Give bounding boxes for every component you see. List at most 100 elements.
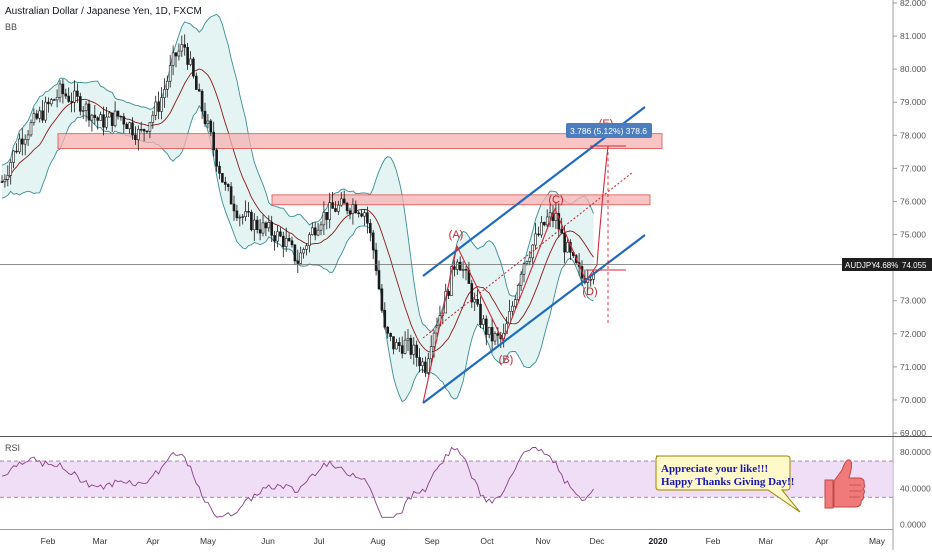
wave-label: (B) <box>499 354 514 366</box>
candle-body <box>339 198 343 206</box>
candle-body <box>383 309 387 328</box>
candle-body <box>513 299 517 307</box>
candle-body <box>455 261 459 270</box>
price-axis-label: 71.000 <box>900 362 926 372</box>
candle-body <box>482 318 485 325</box>
time-axis-label: Feb <box>706 536 721 546</box>
callout-note: Appreciate your like!!! Happy Thanks Giv… <box>655 455 801 513</box>
candle-body <box>316 229 320 236</box>
candle-body <box>432 332 436 347</box>
candle-body <box>299 252 303 264</box>
candle-body <box>374 249 378 271</box>
price-axis[interactable]: 82.000 81.000 80.000 79.000 78.000 77.000 76.0… <box>893 0 926 438</box>
candle-body <box>163 89 166 98</box>
candle-body <box>90 114 94 121</box>
candle-body <box>15 150 18 153</box>
candle-body <box>44 101 47 121</box>
candle-body <box>128 122 131 130</box>
rsi-line <box>1 446 594 518</box>
candle-body <box>363 212 366 217</box>
indicator-label-bb: BB <box>5 22 17 32</box>
candle-body <box>267 222 271 229</box>
time-axis[interactable]: Feb Mar Apr May Jun Jul Aug Sep Oct Nov Dec 2020 Feb… <box>41 536 886 546</box>
candle-body <box>58 83 62 98</box>
candle-body <box>403 339 407 354</box>
candle-body <box>319 224 323 231</box>
candle-body <box>545 216 549 226</box>
time-axis-label: Jul <box>314 536 325 546</box>
candle-body <box>186 47 189 65</box>
candle-body <box>371 232 375 251</box>
candle-body <box>229 186 233 205</box>
candle-body <box>197 89 201 92</box>
price-axis-label: 81.000 <box>900 31 926 41</box>
candle-body <box>6 175 10 180</box>
candle-body <box>238 216 242 219</box>
candle-body <box>3 179 7 183</box>
callout-line2: Happy Thanks Giving Day!! <box>661 476 794 488</box>
candle-body <box>540 222 543 236</box>
time-axis-label: Dec <box>589 536 605 546</box>
candle-body <box>418 357 421 367</box>
candle-body <box>490 327 494 342</box>
price-label: AUDJPY -4.68% 74.055 <box>842 258 932 271</box>
candle-body <box>476 299 479 305</box>
wave-label: (D) <box>582 286 597 298</box>
candle-body <box>470 283 474 303</box>
candlesticks <box>0 34 595 377</box>
candle-body <box>55 96 59 101</box>
time-axis-label: Aug <box>370 536 385 546</box>
candle-body <box>183 44 186 48</box>
candle-body <box>9 162 12 176</box>
candle-body <box>560 228 564 234</box>
candle-body <box>563 232 566 253</box>
channel-mid-line <box>422 171 634 339</box>
candle-body <box>511 305 514 312</box>
candle-body <box>76 90 79 97</box>
candle-body <box>96 117 99 121</box>
candle-body <box>496 333 500 336</box>
candle-body <box>209 120 213 133</box>
candle-body <box>331 202 334 209</box>
candle-body <box>35 113 39 119</box>
candle-body <box>177 50 181 57</box>
candle-body <box>322 212 326 226</box>
candle-body <box>18 138 21 153</box>
candle-body <box>23 139 27 145</box>
candle-body <box>290 240 294 246</box>
candle-body <box>12 150 15 163</box>
candle-body <box>206 120 210 124</box>
price-axis-label: 79.000 <box>900 97 926 107</box>
candle-body <box>479 303 482 325</box>
candle-body <box>284 238 288 247</box>
candle-body <box>264 222 268 229</box>
candle-body <box>253 219 256 231</box>
candle-body <box>308 234 311 247</box>
price-axis-label: 77.000 <box>900 163 926 173</box>
candle-body <box>241 216 244 218</box>
candle-body <box>64 93 68 97</box>
price-axis-label: 80.000 <box>900 64 926 74</box>
candle-body <box>142 129 146 132</box>
candle-body <box>409 337 413 355</box>
time-axis-label: Nov <box>535 536 551 546</box>
candle-body <box>313 227 317 236</box>
candle-body <box>281 235 285 247</box>
candle-body <box>215 149 218 167</box>
candle-body <box>325 212 329 220</box>
candle-body <box>377 270 381 290</box>
bb-basis-line <box>1 68 594 353</box>
measure-label: 3.786 (5.12%) 378.6 <box>566 123 652 138</box>
candle-body <box>52 99 56 101</box>
time-axis-label: Feb <box>41 536 56 546</box>
candle-body <box>528 257 532 262</box>
rsi-axis-label: 80.0000 <box>900 447 931 457</box>
candle-body <box>337 204 340 212</box>
candle-body <box>279 231 282 237</box>
candle-body <box>261 222 265 234</box>
candle-body <box>29 122 33 136</box>
candle-body <box>537 233 540 236</box>
drawings: (A)(B)(C)(D)(E) <box>422 106 646 404</box>
candle-body <box>392 336 395 350</box>
